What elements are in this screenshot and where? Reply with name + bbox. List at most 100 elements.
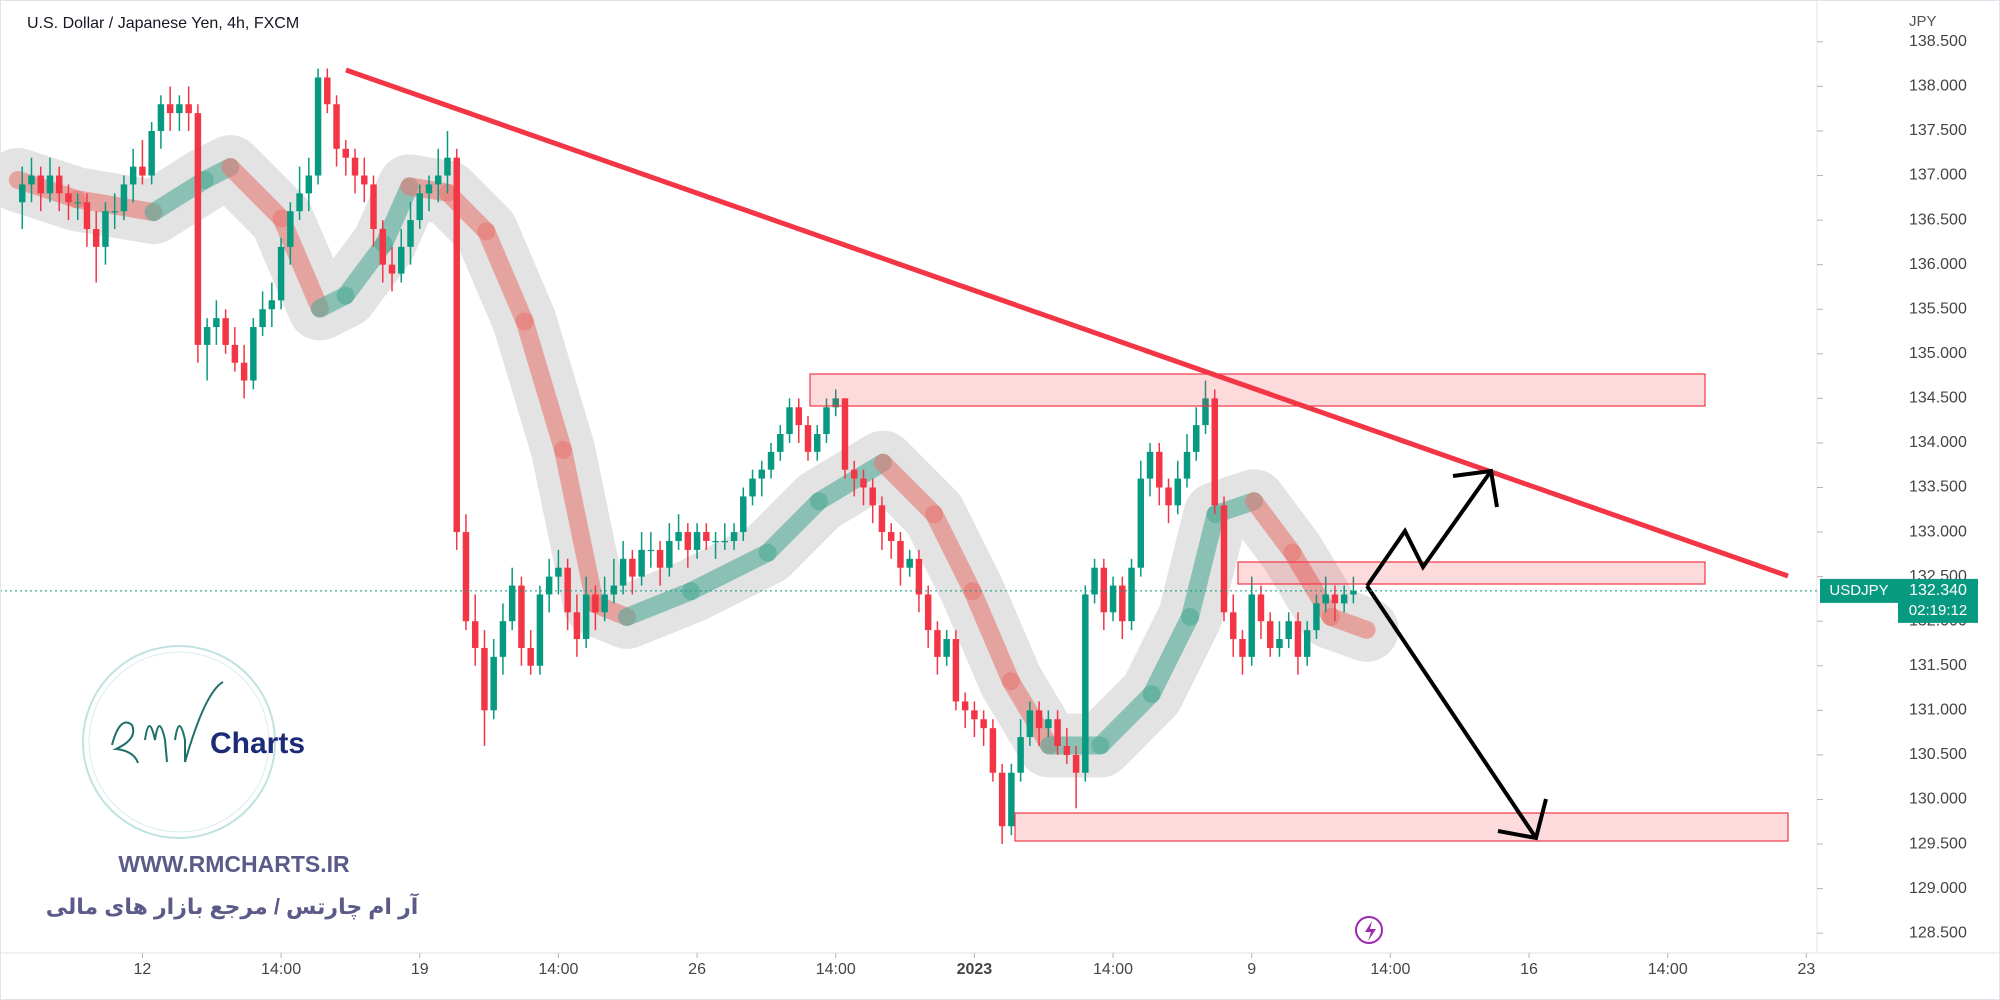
candle-body	[508, 585, 516, 622]
symbol-label-box	[1820, 578, 1898, 603]
countdown-label: 02:19:12	[1909, 602, 1967, 619]
candle-body	[148, 130, 155, 176]
candle-body	[28, 175, 35, 185]
candle-body	[65, 193, 72, 203]
trendline	[345, 67, 1789, 579]
indicator-ribbon-segment	[1321, 607, 1376, 639]
indicator-ribbon-segment	[925, 505, 982, 601]
candle-body	[462, 532, 470, 622]
candle-body	[897, 540, 904, 568]
candle-body	[1350, 590, 1357, 595]
candle-body	[1322, 594, 1329, 604]
candle-body	[388, 264, 396, 274]
candle-body	[961, 701, 969, 711]
candle-body	[157, 104, 165, 131]
alert-icon[interactable]	[1355, 916, 1383, 944]
candle-body	[324, 77, 331, 105]
candle-body	[453, 157, 460, 533]
indicator-ribbon-segment	[1142, 607, 1200, 704]
candle-body	[277, 246, 285, 301]
support-zone	[1014, 812, 1789, 842]
candle-body	[37, 175, 44, 194]
candle-body	[1239, 639, 1246, 657]
candle-body	[527, 647, 534, 666]
candle-body	[92, 229, 100, 247]
candle-body	[74, 202, 81, 204]
candle-body	[1063, 745, 1071, 755]
y-tick-label: 133.500	[1909, 479, 1967, 496]
candle-body	[545, 576, 553, 595]
indicator-ribbon-segment	[1091, 685, 1161, 755]
candle-body	[1054, 719, 1061, 746]
candle-body	[1017, 737, 1024, 773]
candle-body	[564, 567, 571, 613]
candle-body	[610, 585, 618, 595]
indicator-ribbon-segment	[554, 440, 605, 614]
candle-body	[786, 407, 793, 435]
x-tick-label: 14:00	[1648, 961, 1688, 978]
candle-body	[1202, 398, 1209, 426]
candle-body	[102, 211, 109, 247]
x-tick-label: 14:00	[261, 961, 301, 978]
candle-body	[980, 719, 987, 729]
candle-body	[434, 175, 442, 185]
arrow-down	[1365, 584, 1538, 840]
candle-body	[934, 630, 941, 657]
candle-body	[1146, 451, 1154, 479]
indicator-ribbon-segment	[681, 543, 777, 601]
candle-body	[582, 594, 590, 640]
candle-body	[638, 549, 645, 577]
candle-body	[721, 540, 729, 543]
candle-body	[1026, 710, 1034, 738]
indicator-ribbon-segment	[221, 158, 291, 228]
x-tick-label: 23	[1797, 961, 1815, 978]
x-tick-label: 14:00	[1093, 961, 1133, 978]
symbol-label: USDJPY	[1829, 582, 1888, 599]
candle-body	[924, 594, 932, 631]
arrowhead	[1452, 468, 1499, 508]
candle-body	[647, 549, 655, 552]
candle-body	[1045, 719, 1052, 729]
candle-body	[730, 532, 738, 541]
y-tick-label: 130.000	[1909, 791, 1967, 808]
y-tick-label: 129.500	[1909, 835, 1967, 852]
candle-body	[1193, 425, 1200, 452]
candle-body	[1211, 398, 1218, 506]
candle-body	[1257, 594, 1265, 622]
candle-body	[1072, 754, 1080, 773]
candle-body	[869, 487, 876, 506]
logo-mark	[111, 681, 224, 764]
x-tick-label: 19	[411, 961, 429, 978]
candle-body	[952, 639, 960, 702]
candle-body	[814, 434, 821, 452]
candle-body	[240, 362, 248, 381]
y-tick-label: 137.500	[1909, 122, 1967, 139]
y-tick-label: 138.000	[1909, 78, 1967, 95]
candle-body	[1008, 772, 1015, 827]
y-tick-label: 135.000	[1909, 345, 1967, 362]
candle-body	[499, 621, 507, 657]
candle-body	[573, 612, 581, 640]
candle-body	[943, 639, 950, 657]
candle-body	[989, 728, 997, 773]
candle-body	[1183, 451, 1191, 479]
candle-body	[259, 309, 266, 328]
y-tick-label: 137.000	[1909, 167, 1967, 184]
candle-body	[1119, 585, 1126, 622]
y-tick-label: 129.000	[1909, 880, 1967, 897]
candle-body	[213, 318, 220, 328]
candle-body	[342, 148, 350, 158]
indicator-ribbon-segment	[1181, 505, 1225, 626]
candle-body	[333, 104, 340, 149]
chart-title: U.S. Dollar / Japanese Yen, 4h, FXCM	[27, 15, 299, 32]
candle-body	[139, 166, 146, 176]
candle-body	[481, 647, 488, 711]
y-tick-label: 134.000	[1909, 434, 1967, 451]
candle-body	[1156, 451, 1163, 488]
candle-body	[536, 594, 544, 666]
candle-body	[111, 211, 118, 213]
candle-body	[850, 469, 858, 479]
x-tick-label: 2023	[957, 961, 993, 978]
candle-body	[203, 327, 211, 345]
